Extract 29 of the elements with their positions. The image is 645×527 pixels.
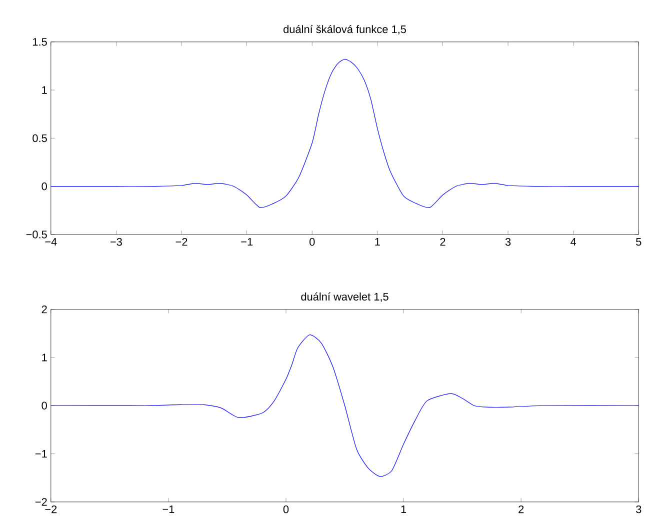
x-tick-label: 0 [283, 506, 289, 514]
y-tick-label: −1 [35, 450, 47, 458]
x-tick-label: 1 [401, 506, 406, 514]
line-series [50, 59, 639, 208]
x-tick-label: −3 [110, 238, 122, 246]
y-tick-label: 1 [42, 86, 47, 94]
x-tick-label: 5 [636, 238, 642, 246]
x-tick-label: −2 [176, 238, 188, 246]
x-tick-label: 3 [636, 506, 642, 514]
x-tick-label: 4 [570, 238, 576, 246]
y-tick-label: 0 [42, 402, 47, 410]
y-tick-label: 1 [42, 354, 47, 362]
x-tick-label: −1 [241, 238, 253, 246]
x-tick-label: 2 [440, 238, 446, 246]
x-tick-label: 1 [375, 238, 380, 246]
y-tick-label: 0 [42, 182, 47, 190]
chart-title: duální škálová funkce 1,5 [284, 25, 406, 34]
x-tick-label: 2 [518, 506, 524, 514]
x-tick-label: −1 [162, 506, 174, 514]
y-tick-label: −0.5 [26, 230, 47, 238]
x-tick-label: −4 [45, 238, 57, 246]
y-tick-label: −2 [35, 498, 47, 506]
x-tick-label: 3 [505, 238, 511, 246]
y-tick-label: 1.5 [33, 38, 47, 46]
y-tick-label: 0.5 [32, 134, 47, 142]
x-tick-label: 0 [310, 238, 315, 246]
y-tick-label: 2 [42, 306, 47, 314]
line-series [50, 334, 639, 477]
chart-title: duální wavelet 1,5 [301, 292, 388, 302]
